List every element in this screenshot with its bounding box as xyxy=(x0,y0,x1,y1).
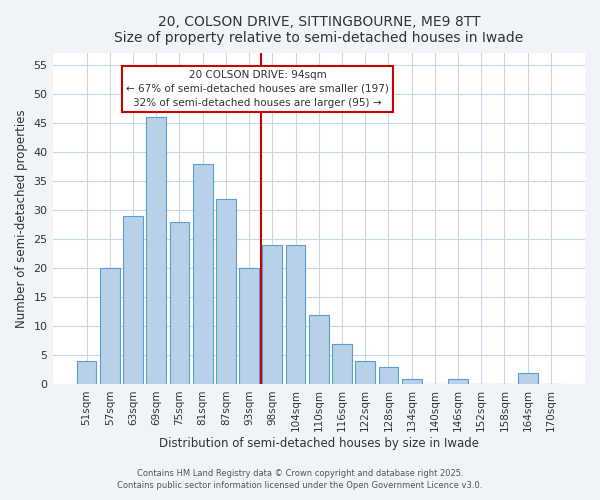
Bar xyxy=(193,164,212,384)
Bar xyxy=(448,378,468,384)
Bar xyxy=(216,198,236,384)
Bar xyxy=(355,361,375,384)
Bar xyxy=(518,373,538,384)
Bar xyxy=(239,268,259,384)
Y-axis label: Number of semi-detached properties: Number of semi-detached properties xyxy=(15,110,28,328)
Bar xyxy=(100,268,119,384)
Text: Contains HM Land Registry data © Crown copyright and database right 2025.
Contai: Contains HM Land Registry data © Crown c… xyxy=(118,469,482,490)
Bar xyxy=(379,367,398,384)
Title: 20, COLSON DRIVE, SITTINGBOURNE, ME9 8TT
Size of property relative to semi-detac: 20, COLSON DRIVE, SITTINGBOURNE, ME9 8TT… xyxy=(114,15,523,45)
Bar xyxy=(77,361,97,384)
Bar xyxy=(123,216,143,384)
Bar xyxy=(286,245,305,384)
Bar xyxy=(402,378,422,384)
Text: 20 COLSON DRIVE: 94sqm
← 67% of semi-detached houses are smaller (197)
32% of se: 20 COLSON DRIVE: 94sqm ← 67% of semi-det… xyxy=(126,70,389,108)
Bar xyxy=(332,344,352,385)
Bar xyxy=(170,222,190,384)
Bar xyxy=(262,245,282,384)
Bar xyxy=(309,314,329,384)
Bar xyxy=(146,117,166,384)
X-axis label: Distribution of semi-detached houses by size in Iwade: Distribution of semi-detached houses by … xyxy=(159,437,479,450)
